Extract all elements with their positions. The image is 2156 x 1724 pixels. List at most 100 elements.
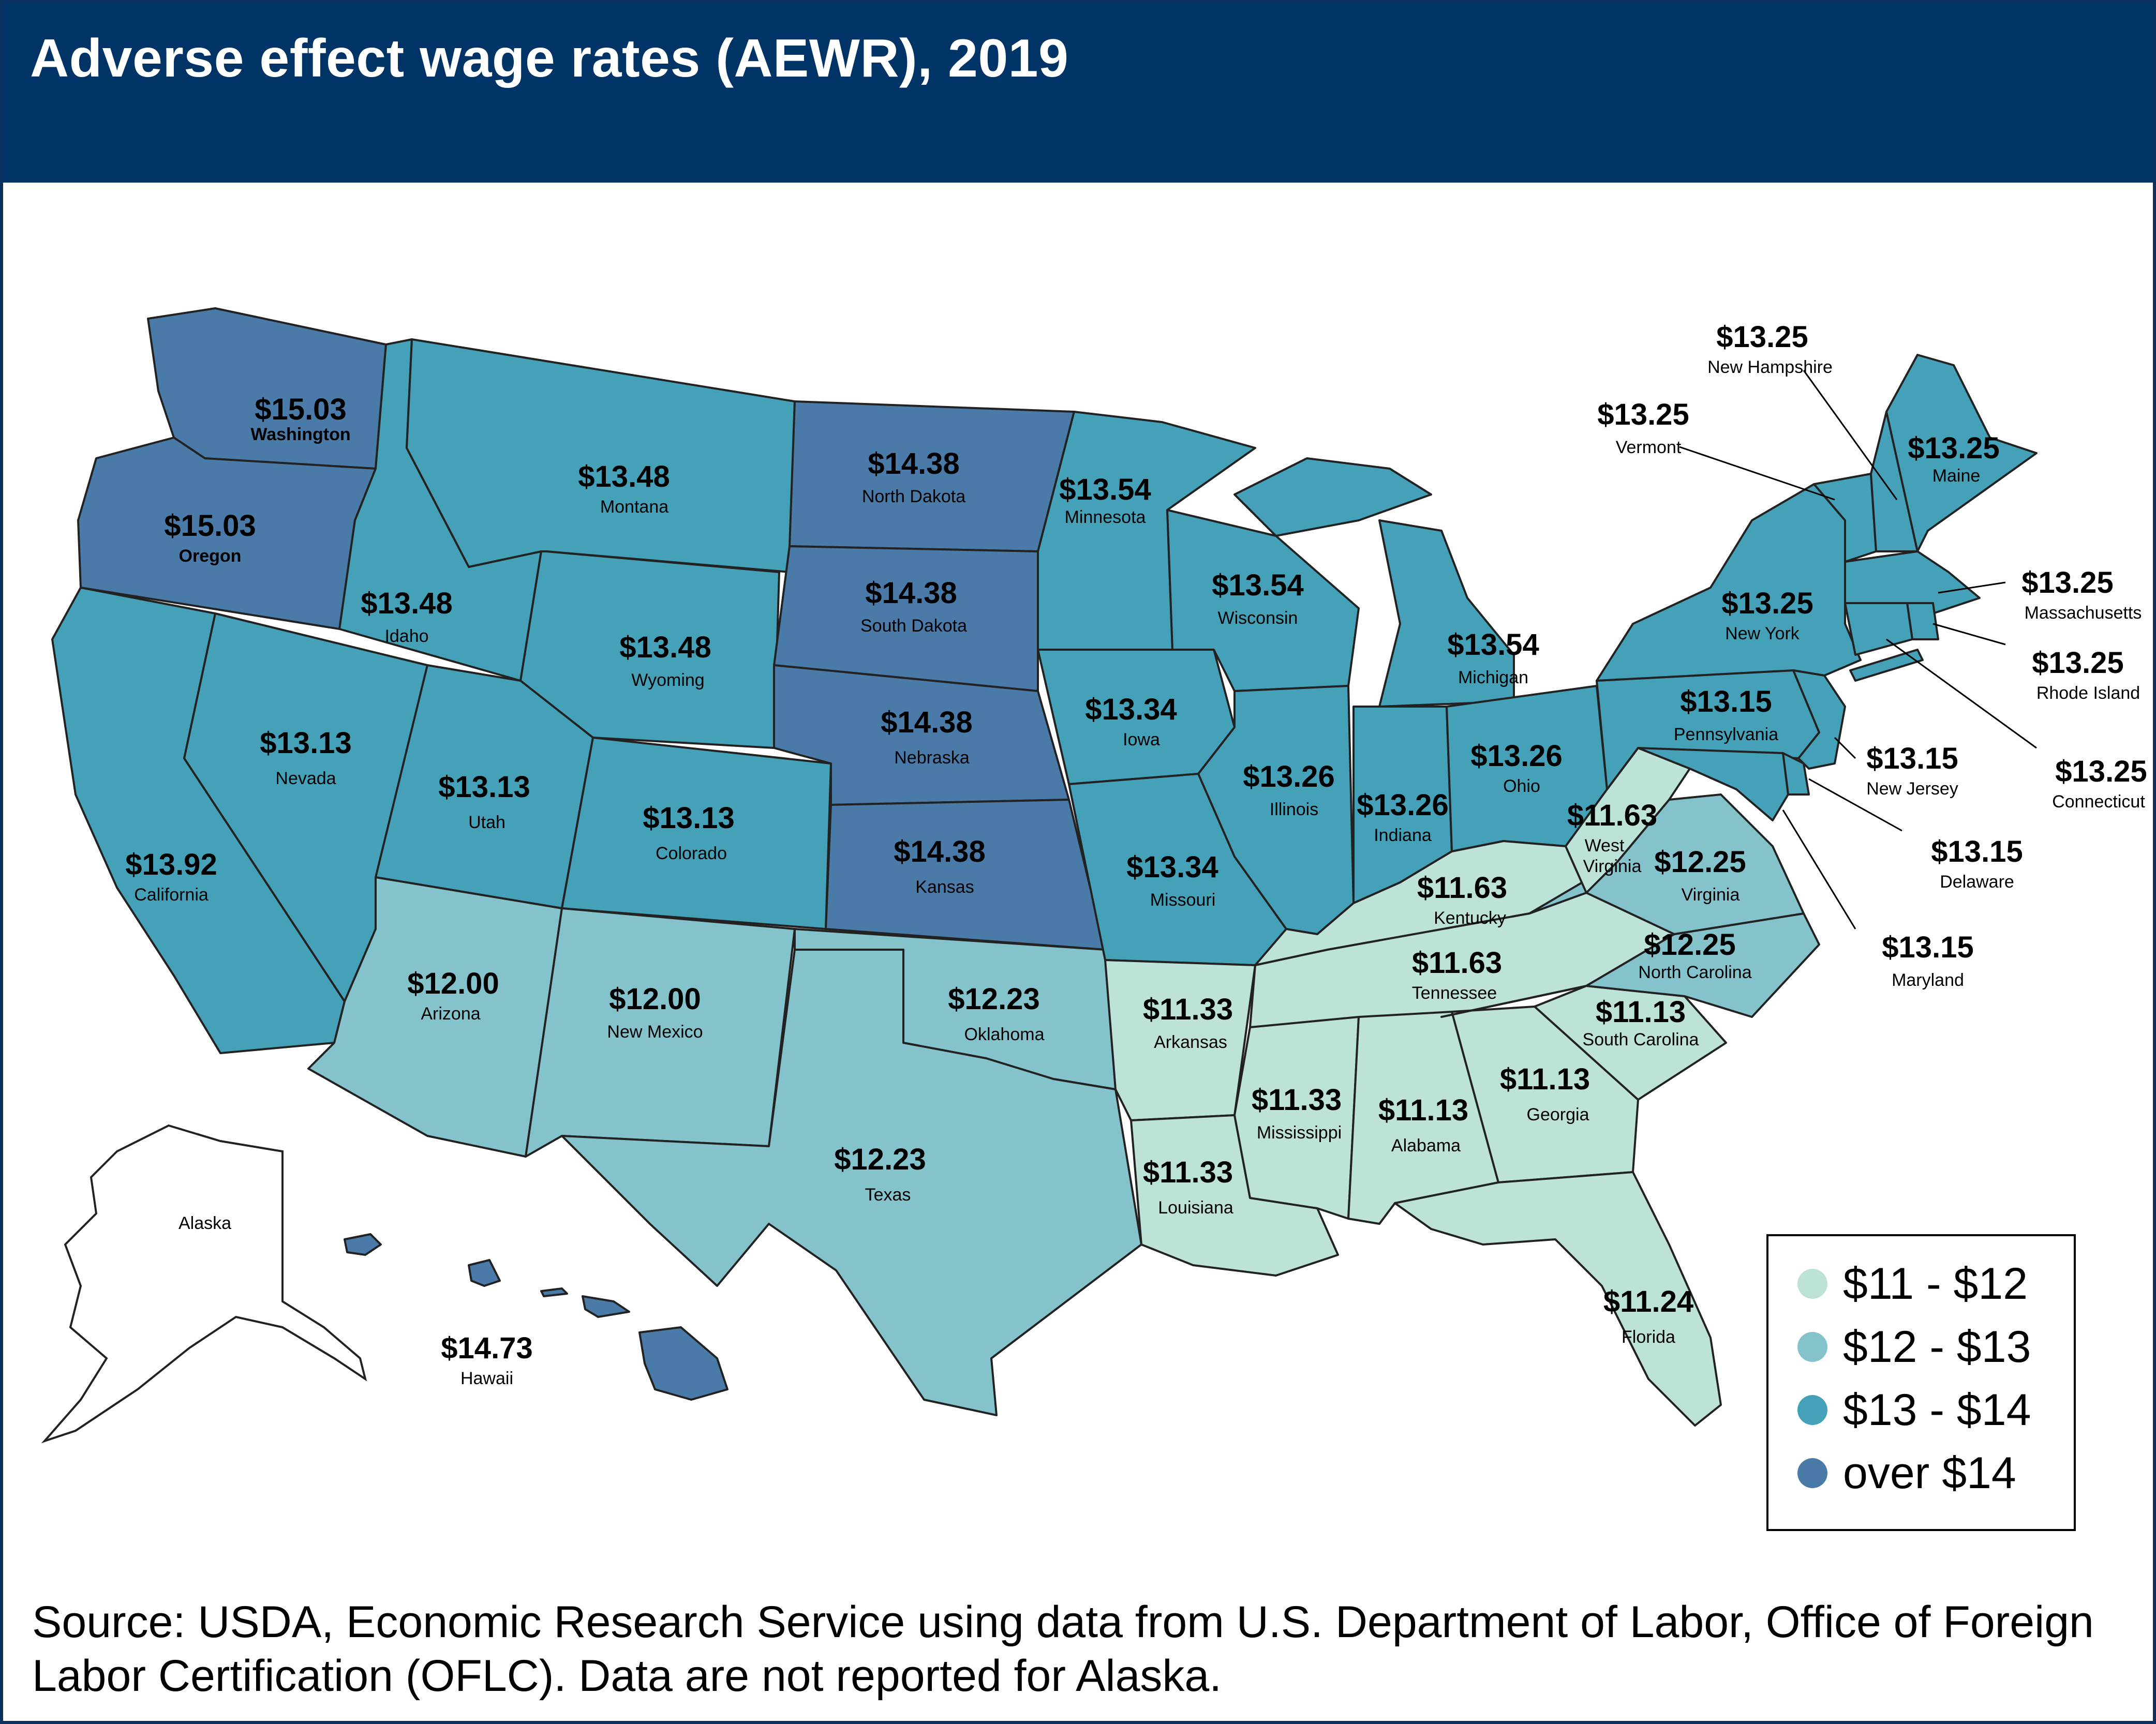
state-north-carolina bbox=[1440, 912, 1820, 1018]
new-mexico-value: $12.00 bbox=[609, 982, 701, 1016]
michigan-value: $13.54 bbox=[1447, 628, 1539, 662]
tennessee-value: $11.63 bbox=[1412, 946, 1502, 980]
colorado-name: Colorado bbox=[656, 844, 727, 863]
massachusetts-name: Massachusetts bbox=[2025, 603, 2142, 623]
texas-value: $12.23 bbox=[834, 1143, 926, 1176]
arizona-name: Arizona bbox=[421, 1004, 480, 1024]
state-maine bbox=[1885, 354, 2038, 552]
texas-name: Texas bbox=[865, 1185, 911, 1205]
new-york-value: $13.25 bbox=[1721, 587, 1813, 620]
new-mexico-name: New Mexico bbox=[607, 1022, 703, 1042]
florida-name: Florida bbox=[1622, 1327, 1675, 1347]
colorado-value: $13.13 bbox=[643, 801, 734, 835]
state-mississippi bbox=[1233, 1016, 1360, 1220]
leader-new-hampshire bbox=[1803, 370, 1898, 500]
state-hawaii-kauai bbox=[344, 1233, 382, 1256]
nebraska-name: Nebraska bbox=[894, 748, 970, 768]
delaware-value: $13.15 bbox=[1931, 835, 2023, 868]
legend-item: over $14 bbox=[1797, 1447, 2016, 1499]
new-york-name: New York bbox=[1725, 624, 1800, 643]
alabama-value: $11.13 bbox=[1378, 1093, 1468, 1127]
california-name: California bbox=[134, 885, 209, 905]
missouri-value: $13.34 bbox=[1126, 850, 1218, 884]
new-hampshire-name: New Hampshire bbox=[1707, 357, 1833, 377]
virginia-name: Virginia bbox=[1682, 885, 1740, 905]
kansas-name: Kansas bbox=[915, 877, 974, 897]
minnesota-name: Minnesota bbox=[1065, 507, 1146, 527]
indiana-value: $13.26 bbox=[1357, 788, 1448, 822]
mississippi-value: $11.33 bbox=[1252, 1083, 1342, 1117]
arkansas-name: Arkansas bbox=[1154, 1032, 1227, 1052]
louisiana-name: Louisiana bbox=[1158, 1198, 1233, 1218]
north-dakota-name: North Dakota bbox=[862, 487, 965, 506]
arizona-value: $12.00 bbox=[407, 967, 499, 1000]
north-dakota-value: $14.38 bbox=[868, 447, 959, 481]
indiana-name: Indiana bbox=[1374, 826, 1432, 845]
nevada-name: Nevada bbox=[275, 769, 336, 788]
alabama-name: Alabama bbox=[1391, 1136, 1461, 1156]
south-dakota-name: South Dakota bbox=[860, 616, 967, 636]
maine-value: $13.25 bbox=[1908, 431, 1999, 465]
illinois-value: $13.26 bbox=[1243, 760, 1334, 793]
legend-item: $11 - $12 bbox=[1797, 1258, 2028, 1310]
legend: $11 - $12 $12 - $13 $13 - $14 over $14 bbox=[1766, 1234, 2076, 1531]
connecticut-value: $13.25 bbox=[2055, 755, 2147, 788]
state-kansas bbox=[825, 799, 1106, 951]
leader-vermont bbox=[1679, 446, 1835, 501]
legend-item: $12 - $13 bbox=[1797, 1321, 2031, 1373]
state-montana bbox=[406, 338, 796, 573]
leader-connecticut bbox=[1886, 638, 2037, 749]
state-vermont bbox=[1813, 473, 1877, 563]
state-long-island bbox=[1849, 649, 1924, 682]
alaska-name: Alaska bbox=[179, 1213, 231, 1233]
vermont-name: Vermont bbox=[1616, 438, 1682, 457]
state-alaska bbox=[41, 1124, 367, 1444]
leader-maryland bbox=[1782, 809, 1856, 930]
pennsylvania-name: Pennsylvania bbox=[1674, 725, 1778, 744]
montana-value: $13.48 bbox=[578, 460, 670, 493]
mississippi-name: Mississippi bbox=[1257, 1123, 1342, 1143]
utah-name: Utah bbox=[468, 813, 505, 832]
state-michigan-upper bbox=[1233, 457, 1432, 537]
utah-value: $13.13 bbox=[438, 770, 530, 804]
legend-swatch-13-14 bbox=[1797, 1395, 1827, 1425]
oklahoma-value: $12.23 bbox=[948, 982, 1039, 1016]
pennsylvania-value: $13.15 bbox=[1680, 685, 1772, 718]
leader-delaware bbox=[1808, 778, 1902, 832]
kentucky-value: $11.63 bbox=[1417, 871, 1507, 905]
georgia-name: Georgia bbox=[1527, 1105, 1589, 1125]
state-michigan bbox=[1378, 519, 1515, 708]
hawaii-value: $14.73 bbox=[441, 1331, 532, 1365]
state-hawaii-big-island bbox=[638, 1326, 728, 1401]
rhode-island-name: Rhode Island bbox=[2036, 683, 2140, 703]
west-virginia-value: $11.63 bbox=[1567, 799, 1657, 832]
california-value: $13.92 bbox=[125, 848, 217, 881]
oregon-value: $15.03 bbox=[164, 509, 256, 543]
legend-label-over-14: over $14 bbox=[1843, 1448, 2016, 1498]
maryland-name: Maryland bbox=[1892, 970, 1964, 990]
state-maryland bbox=[1637, 747, 1789, 821]
iowa-value: $13.34 bbox=[1085, 693, 1177, 726]
connecticut-name: Connecticut bbox=[2052, 792, 2145, 812]
kentucky-name: Kentucky bbox=[1434, 908, 1506, 928]
nebraska-value: $14.38 bbox=[881, 706, 972, 739]
minnesota-value: $13.54 bbox=[1059, 473, 1151, 506]
south-dakota-value: $14.38 bbox=[865, 576, 957, 610]
missouri-name: Missouri bbox=[1150, 890, 1216, 910]
state-south-carolina bbox=[1534, 985, 1727, 1101]
florida-value: $11.24 bbox=[1603, 1285, 1693, 1318]
new-hampshire-value: $13.25 bbox=[1716, 320, 1808, 354]
wyoming-name: Wyoming bbox=[631, 670, 704, 690]
chart-title: Adverse effect wage rates (AEWR), 2019 bbox=[30, 28, 1069, 88]
louisiana-value: $11.33 bbox=[1143, 1156, 1233, 1189]
state-new-york bbox=[1596, 483, 1862, 682]
state-florida bbox=[1394, 1171, 1722, 1427]
north-carolina-value: $12.25 bbox=[1644, 928, 1735, 962]
leader-rhode-island bbox=[1932, 623, 2006, 646]
leader-new-jersey bbox=[1834, 737, 1856, 759]
hawaii-name: Hawaii bbox=[460, 1369, 513, 1388]
south-carolina-value: $11.13 bbox=[1596, 995, 1686, 1029]
legend-swatch-11-12 bbox=[1797, 1269, 1827, 1299]
georgia-value: $11.13 bbox=[1500, 1062, 1590, 1096]
state-hawaii-oahu bbox=[468, 1259, 501, 1287]
